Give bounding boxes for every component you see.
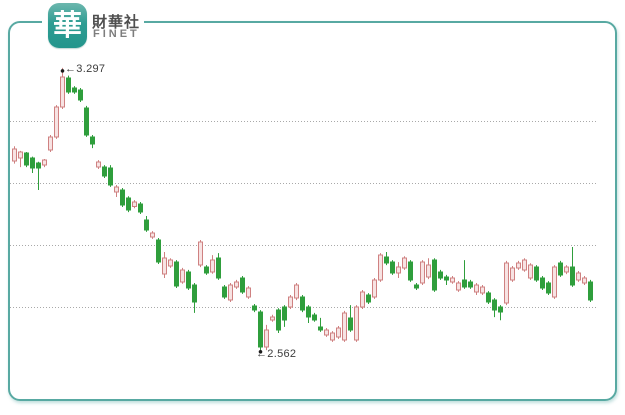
high-price-annotation: ←3.297 bbox=[65, 63, 106, 75]
frame-border-gap bbox=[42, 17, 144, 27]
low-price-annotation: ←2.562 bbox=[256, 348, 297, 360]
logo-hua-glyph: 華 bbox=[52, 8, 82, 42]
logo-company-name: 財華社 bbox=[92, 14, 141, 31]
chart-frame bbox=[8, 21, 617, 401]
logo-brand-name: FINET bbox=[93, 28, 140, 40]
finet-logo-icon: 華 bbox=[48, 3, 87, 48]
